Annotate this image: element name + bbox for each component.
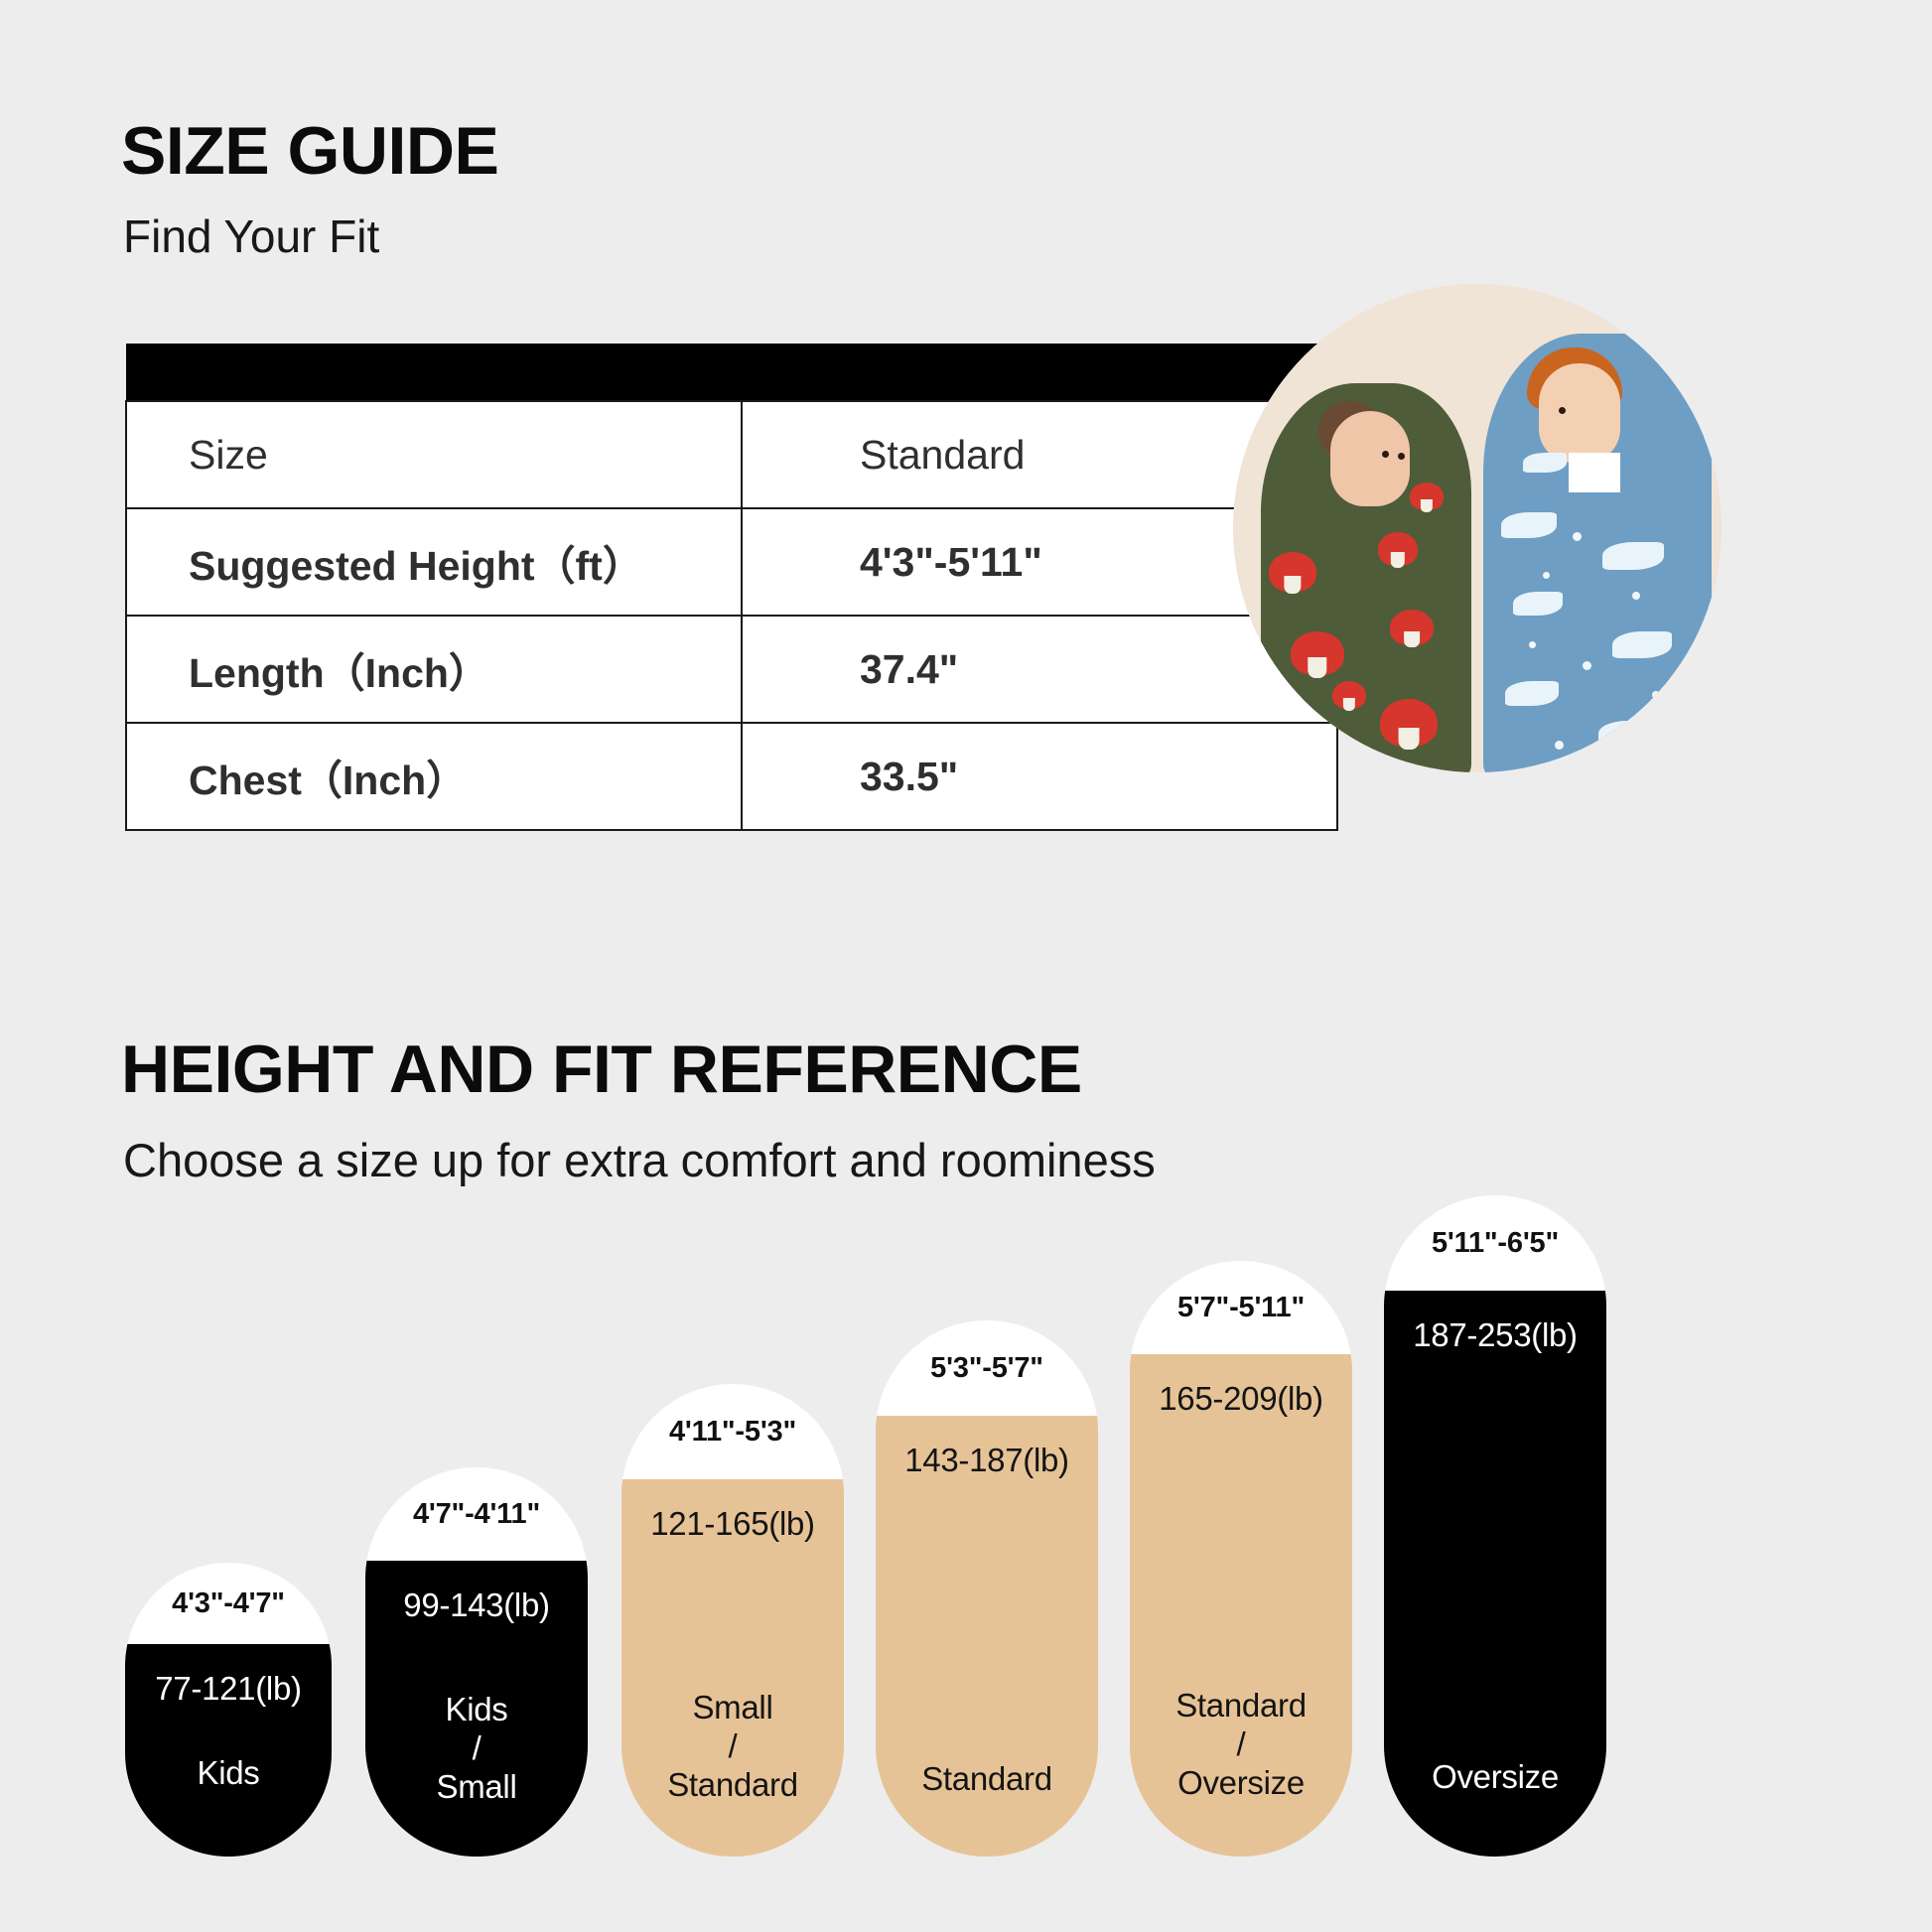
height-pill-6[interactable]: 5'11"-6'5" 187-253(lb) Oversize — [1384, 1195, 1606, 1857]
white-tshirt — [1569, 453, 1620, 492]
face-left — [1330, 411, 1410, 506]
shark-motif — [1598, 721, 1656, 747]
dot-motif — [1529, 641, 1536, 648]
pill-size-label-3: Small / Standard — [667, 1689, 798, 1804]
table-row: Chest（Inch） 33.5" — [125, 722, 1338, 831]
page-subtitle: Find Your Fit — [123, 210, 380, 262]
pill-size-label-5: Standard / Oversize — [1175, 1687, 1307, 1802]
size-table-wrapper: Size Standard Suggested Height（ft） 4'3"-… — [125, 344, 1338, 831]
face-right — [1539, 363, 1620, 463]
mushroom-motif — [1390, 610, 1434, 648]
mushroom-motif — [1275, 711, 1320, 752]
shark-motif — [1523, 453, 1567, 473]
height-pill-4[interactable]: 5'3"-5'7" 143-187(lb) Standard — [876, 1320, 1098, 1857]
pill-body-1: 77-121(lb) Kids — [125, 1644, 332, 1857]
eye-left-2 — [1398, 453, 1405, 460]
table-header-cell-label — [126, 344, 742, 401]
mushroom-motif — [1332, 681, 1366, 711]
pill-body-2: 99-143(lb) Kids / Small — [365, 1561, 588, 1857]
eye-right-1 — [1559, 407, 1566, 414]
pill-size-label-6: Oversize — [1432, 1758, 1559, 1796]
height-pill-1[interactable]: 4'3"-4'7" 77-121(lb) Kids — [125, 1563, 332, 1857]
shark-motif — [1501, 512, 1557, 538]
mushroom-motif — [1380, 699, 1438, 750]
hero-product-photo — [1233, 284, 1722, 772]
mushroom-motif — [1410, 483, 1444, 512]
size-table-body: Size Standard Suggested Height（ft） 4'3"-… — [125, 400, 1338, 831]
row-label-size: Size — [125, 400, 743, 509]
pill-weight-label-5: 165-209(lb) — [1159, 1380, 1323, 1417]
section-subtitle-height-fit: Choose a size up for extra comfort and r… — [123, 1134, 1156, 1186]
dot-motif — [1652, 691, 1660, 699]
pill-height-label-4: 5'3"-5'7" — [930, 1351, 1043, 1384]
pill-weight-label-4: 143-187(lb) — [904, 1442, 1069, 1478]
pill-cap-1: 4'3"-4'7" — [125, 1563, 332, 1644]
pill-weight-label-6: 187-253(lb) — [1413, 1316, 1578, 1353]
table-row: Size Standard — [125, 400, 1338, 509]
pill-size-label-1: Kids — [197, 1754, 260, 1792]
pill-body-5: 165-209(lb) Standard / Oversize — [1130, 1354, 1352, 1857]
row-label-chest: Chest（Inch） — [125, 722, 743, 831]
dot-motif — [1583, 661, 1591, 670]
mushroom-motif — [1378, 532, 1418, 569]
pill-height-label-6: 5'11"-6'5" — [1432, 1226, 1559, 1259]
mushroom-motif — [1291, 631, 1344, 678]
pill-body-4: 143-187(lb) Standard — [876, 1416, 1098, 1857]
shark-motif — [1505, 681, 1559, 706]
mushroom-motif — [1269, 552, 1316, 595]
height-pill-5[interactable]: 5'7"-5'11" 165-209(lb) Standard / Oversize — [1130, 1261, 1352, 1857]
shark-motif — [1602, 542, 1664, 570]
pill-height-label-2: 4'7"-4'11" — [413, 1497, 540, 1530]
pill-height-label-3: 4'11"-5'3" — [669, 1415, 796, 1448]
pill-cap-3: 4'11"-5'3" — [621, 1384, 844, 1479]
height-pill-2[interactable]: 4'7"-4'11" 99-143(lb) Kids / Small — [365, 1467, 588, 1857]
table-row: Length（Inch） 37.4" — [125, 615, 1338, 724]
figure-right-blue-shark-hoodie — [1483, 334, 1712, 772]
dot-motif — [1543, 572, 1550, 579]
row-value-chest: 33.5" — [741, 722, 1338, 831]
figure-left-green-mushroom-hoodie — [1261, 383, 1471, 772]
dot-motif — [1632, 592, 1640, 600]
size-table: Size Standard Suggested Height（ft） 4'3"-… — [125, 344, 1338, 831]
row-label-length: Length（Inch） — [125, 615, 743, 724]
eye-left-1 — [1382, 451, 1389, 458]
table-row: Suggested Height（ft） 4'3"-5'11" — [125, 507, 1338, 617]
pill-weight-label-2: 99-143(lb) — [403, 1587, 550, 1623]
pill-cap-5: 5'7"-5'11" — [1130, 1261, 1352, 1354]
shark-motif — [1612, 631, 1672, 658]
pill-size-label-4: Standard — [921, 1760, 1052, 1798]
pill-cap-4: 5'3"-5'7" — [876, 1320, 1098, 1416]
pill-height-label-1: 4'3"-4'7" — [172, 1587, 285, 1619]
shark-motif — [1513, 592, 1563, 616]
table-header-bar — [126, 344, 1337, 401]
height-fit-chart: 4'3"-4'7" 77-121(lb) Kids 4'7"-4'11" 99-… — [125, 1195, 1813, 1857]
dot-motif — [1573, 532, 1582, 541]
pill-size-label-2: Kids / Small — [436, 1691, 517, 1806]
pill-body-3: 121-165(lb) Small / Standard — [621, 1479, 844, 1857]
pill-body-6: 187-253(lb) Oversize — [1384, 1291, 1606, 1857]
size-table-head — [126, 344, 1337, 401]
row-label-suggested-height: Suggested Height（ft） — [125, 507, 743, 617]
page-title: SIZE GUIDE — [121, 113, 499, 189]
pill-height-label-5: 5'7"-5'11" — [1177, 1291, 1305, 1323]
section-title-height-fit: HEIGHT AND FIT REFERENCE — [121, 1032, 1082, 1107]
pill-weight-label-3: 121-165(lb) — [650, 1505, 815, 1542]
height-pill-3[interactable]: 4'11"-5'3" 121-165(lb) Small / Standard — [621, 1384, 844, 1857]
pill-cap-6: 5'11"-6'5" — [1384, 1195, 1606, 1291]
pill-cap-2: 4'7"-4'11" — [365, 1467, 588, 1561]
dot-motif — [1555, 741, 1564, 750]
pill-weight-label-1: 77-121(lb) — [155, 1670, 302, 1707]
